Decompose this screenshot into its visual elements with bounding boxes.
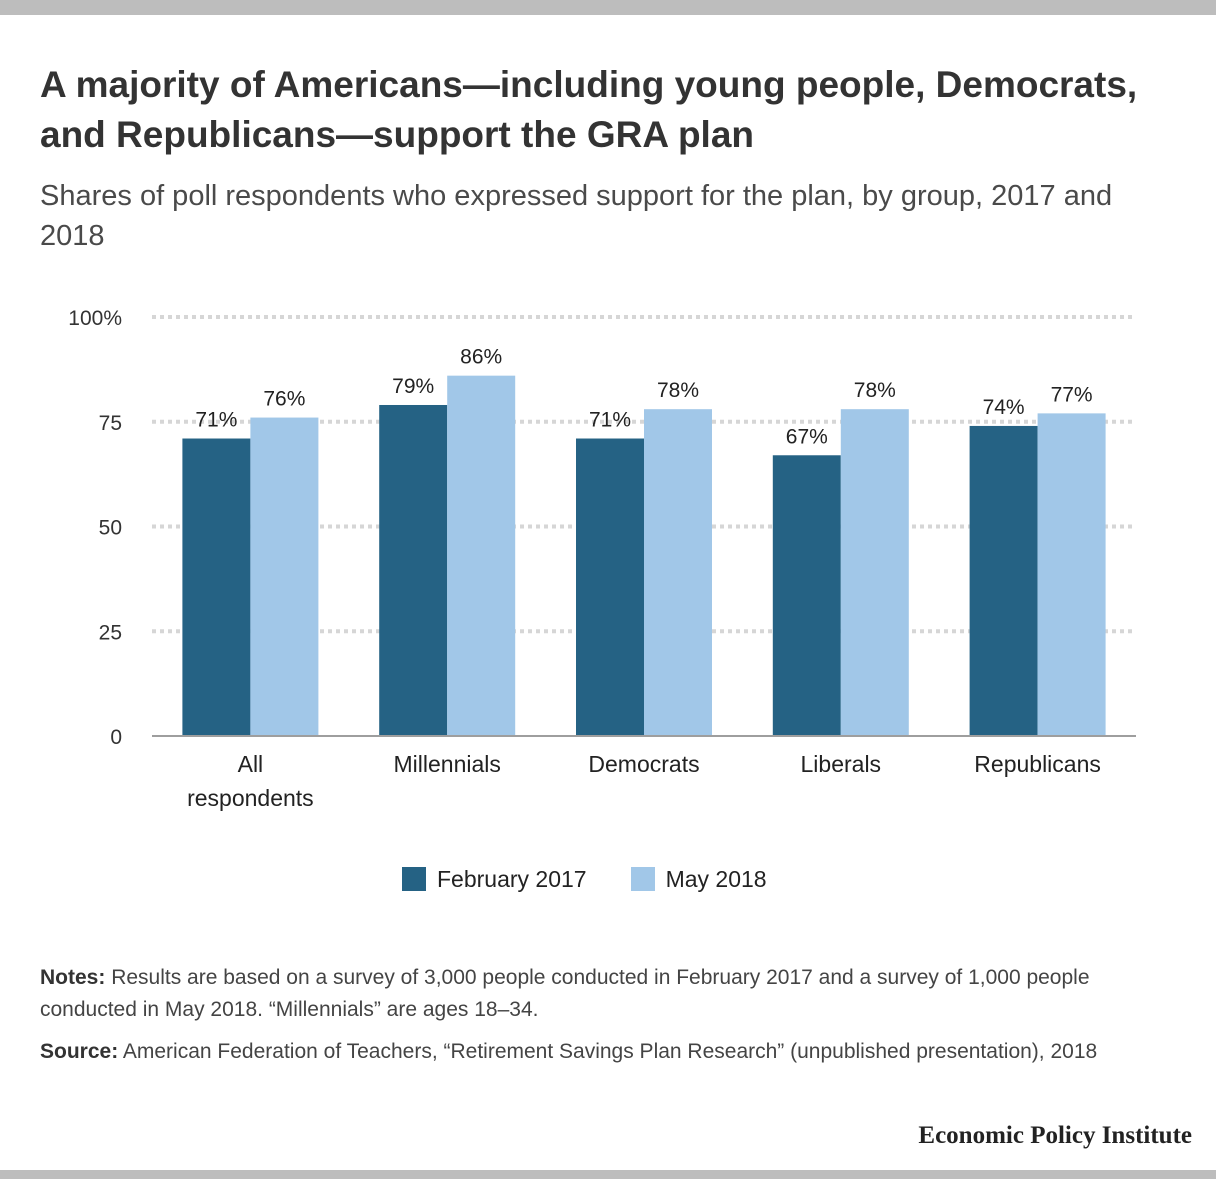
data-label: 78%: [657, 379, 699, 402]
bar: [969, 425, 1038, 736]
bar: [447, 375, 516, 736]
notes-text: Results are based on a survey of 3,000 p…: [40, 966, 1090, 1021]
bar: [1037, 413, 1106, 736]
y-tick-label: 50: [99, 517, 122, 540]
bar: [840, 409, 909, 736]
chart-subtitle: Shares of poll respondents who expressed…: [40, 180, 1113, 252]
data-label: 86%: [460, 346, 502, 369]
bar: [772, 455, 841, 736]
y-tick-label: 25: [99, 621, 122, 644]
x-tick-label: respondents: [187, 785, 314, 811]
source-paragraph: Source: American Federation of Teachers,…: [40, 1036, 1160, 1068]
data-label: 79%: [392, 375, 434, 398]
source-label: Source:: [40, 1040, 119, 1063]
bar: [576, 438, 644, 736]
bottom-border: [0, 1170, 1216, 1179]
notes-label: Notes:: [40, 966, 106, 989]
legend-label-feb-2017: February 2017: [437, 865, 587, 892]
y-tick-label: 75: [99, 412, 122, 435]
legend-item-feb-2017: February 2017: [402, 866, 587, 893]
top-border: [0, 0, 1216, 15]
bar: [644, 409, 712, 736]
legend-label-may-2018: May 2018: [665, 865, 767, 892]
data-label: 67%: [786, 425, 828, 448]
legend-item-may-2018: May 2018: [630, 865, 767, 893]
data-label: 76%: [263, 388, 305, 411]
data-label: 78%: [854, 379, 896, 402]
data-label: 71%: [195, 409, 237, 432]
bar: [250, 417, 319, 736]
y-tick-label: 0: [110, 726, 122, 749]
data-label: 77%: [1051, 383, 1093, 406]
source-text: American Federation of Teachers, “Retire…: [122, 1040, 1098, 1063]
legend-swatch-feb-2017: [402, 867, 426, 891]
bar-chart: 0 25 50 75 100% 71% 76% All respondents 79% 86% Mil…: [68, 307, 1136, 811]
x-tick-label: All: [238, 751, 264, 777]
data-label: 74%: [983, 396, 1025, 419]
legend: February 2017 May 2018: [402, 862, 811, 896]
chart-title: A majority of Americans—including young …: [40, 64, 1138, 155]
x-tick-label: Liberals: [801, 751, 882, 777]
notes-section: Notes: Results are based on a survey of …: [40, 962, 1160, 1078]
data-label: 71%: [589, 409, 631, 432]
bar: [379, 404, 448, 736]
x-tick-label: Democrats: [588, 751, 699, 777]
x-tick-label: Republicans: [974, 751, 1101, 777]
brand-logo-text: Economic Policy Institute: [918, 1122, 1192, 1149]
x-tick-label: Millennials: [394, 751, 501, 777]
notes-paragraph: Notes: Results are based on a survey of …: [40, 962, 1160, 1026]
legend-swatch-may-2018: [630, 867, 655, 891]
bar: [182, 438, 251, 736]
y-tick-label: 100%: [68, 307, 122, 330]
